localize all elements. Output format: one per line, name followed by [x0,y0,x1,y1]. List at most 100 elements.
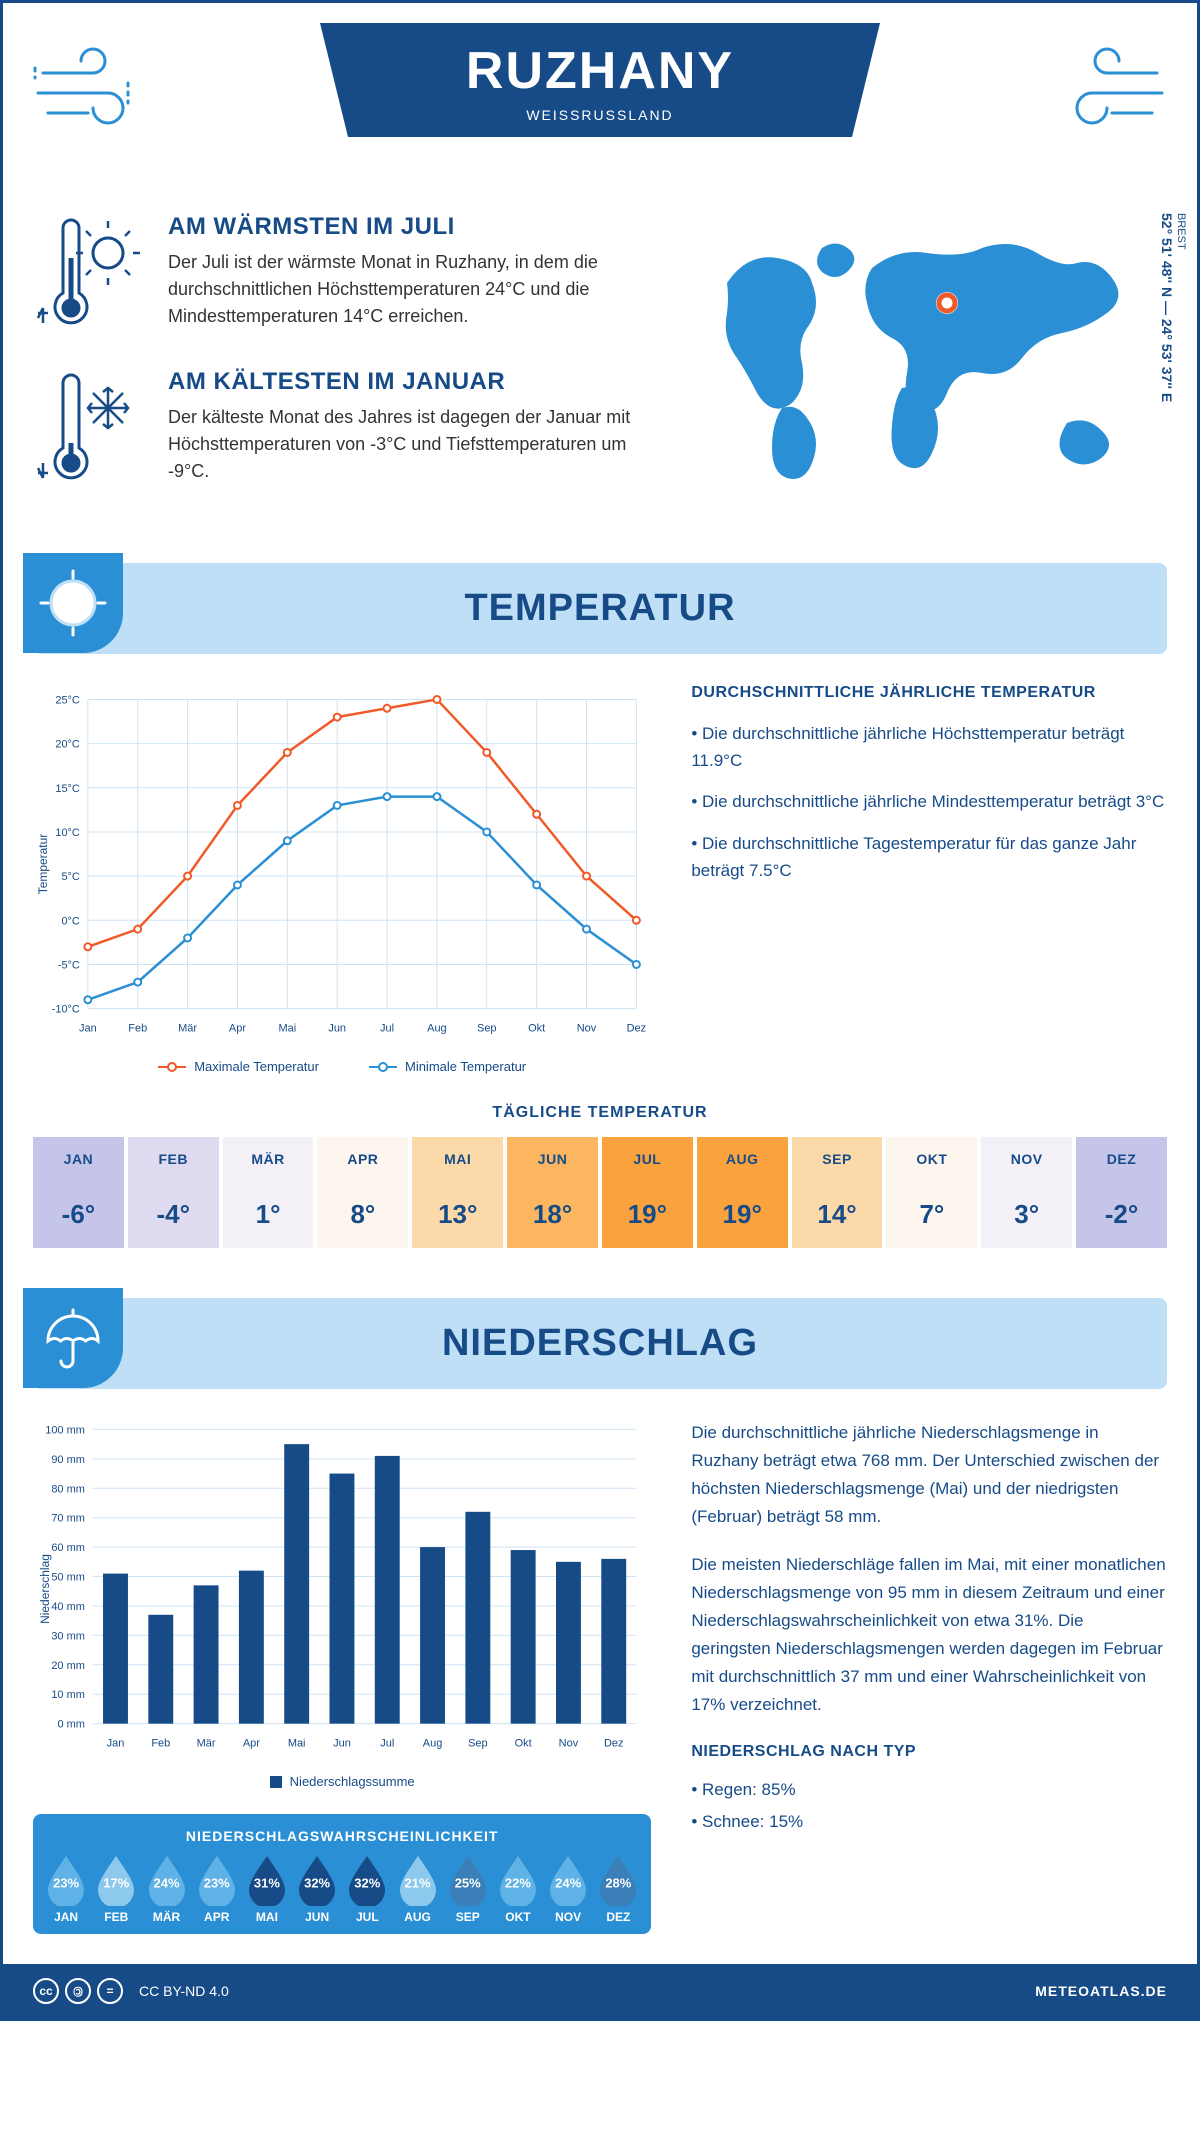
svg-text:Mai: Mai [288,1738,306,1750]
svg-text:Okt: Okt [515,1738,532,1750]
probability-cell: 21% AUG [394,1854,440,1924]
daily-temp-cell: MÄR1° [223,1137,314,1248]
daily-temp-cell: APR8° [317,1137,408,1248]
svg-text:25°C: 25°C [55,694,80,706]
daily-temp-cell: JUL19° [602,1137,693,1248]
warmest-fact: AM WÄRMSTEN IM JULI Der Juli ist der wär… [33,213,647,338]
svg-text:60 mm: 60 mm [51,1542,85,1554]
svg-text:Dez: Dez [604,1738,624,1750]
site-credit: METEOATLAS.DE [1035,1983,1167,1999]
title-banner: RUZHANY WEISSRUSSLAND [320,23,880,137]
temperature-summary: DURCHSCHNITTLICHE JÄHRLICHE TEMPERATUR •… [691,684,1167,1074]
coldest-text: Der kälteste Monat des Jahres ist dagege… [168,404,647,485]
intro-row: AM WÄRMSTEN IM JULI Der Juli ist der wär… [33,213,1167,523]
umbrella-icon [23,1288,123,1388]
svg-text:5°C: 5°C [61,871,79,883]
svg-text:20 mm: 20 mm [51,1660,85,1672]
thermometer-sun-icon [33,213,143,338]
svg-text:0 mm: 0 mm [57,1719,84,1731]
probability-cell: 23% JAN [43,1854,89,1924]
svg-text:Feb: Feb [151,1738,170,1750]
precip-probability-band: NIEDERSCHLAGSWAHRSCHEINLICHKEIT 23% JAN … [33,1814,651,1934]
svg-text:Jan: Jan [107,1738,125,1750]
precip-summary: Die durchschnittliche jährliche Niedersc… [691,1419,1167,1934]
svg-text:Mär: Mär [178,1023,197,1035]
temperature-line-chart: -10°C -5°C 0°C 5°C 10°C 15°C 20°C 25°C Jan Feb Mär… [33,684,651,1074]
city-title: RUZHANY [400,41,800,101]
svg-text:Jun: Jun [333,1738,351,1750]
footer: cc 🄯 = CC BY-ND 4.0 METEOATLAS.DE [3,1964,1197,2018]
svg-text:15°C: 15°C [55,783,80,795]
daily-temp-cell: MAI13° [412,1137,503,1248]
chart-legend: .leg-swatch[style*="f05a28"]::after{bord… [33,1059,651,1074]
coldest-heading: AM KÄLTESTEN IM JANUAR [168,368,647,396]
svg-text:40 mm: 40 mm [51,1601,85,1613]
svg-text:100 mm: 100 mm [45,1424,85,1436]
svg-text:10 mm: 10 mm [51,1689,85,1701]
probability-cell: 24% NOV [545,1854,591,1924]
probability-cell: 31% MAI [244,1854,290,1924]
cc-license-icons: cc 🄯 = CC BY-ND 4.0 [33,1978,229,2004]
svg-text:Okt: Okt [528,1023,545,1035]
svg-text:-5°C: -5°C [58,959,80,971]
probability-cell: 25% SEP [445,1854,491,1924]
precip-section-header: NIEDERSCHLAG [33,1298,1167,1389]
svg-text:Sep: Sep [468,1738,488,1750]
svg-text:-10°C: -10°C [52,1004,80,1016]
svg-text:Aug: Aug [427,1023,447,1035]
svg-text:Jul: Jul [380,1023,394,1035]
probability-cell: 17% FEB [93,1854,139,1924]
daily-temp-cell: DEZ-2° [1076,1137,1167,1248]
svg-text:Mai: Mai [278,1023,296,1035]
svg-text:Sep: Sep [477,1023,497,1035]
svg-text:Niederschlag: Niederschlag [38,1554,52,1624]
svg-text:Aug: Aug [423,1738,443,1750]
svg-text:70 mm: 70 mm [51,1513,85,1525]
svg-text:20°C: 20°C [55,739,80,751]
probability-cell: 32% JUN [294,1854,340,1924]
probability-cell: 24% MÄR [143,1854,189,1924]
daily-temp-cell: AUG19° [697,1137,788,1248]
wind-icon [1037,33,1167,148]
svg-text:0°C: 0°C [61,915,79,927]
world-map: BREST 52° 51' 48'' N — 24° 53' 37'' E [687,213,1167,523]
svg-text:50 mm: 50 mm [51,1572,85,1584]
svg-text:Nov: Nov [577,1023,597,1035]
sun-icon [23,553,123,653]
warmest-heading: AM WÄRMSTEN IM JULI [168,213,647,241]
svg-text:Mär: Mär [197,1738,216,1750]
svg-text:30 mm: 30 mm [51,1630,85,1642]
daily-temp-table: JAN-6°FEB-4°MÄR1°APR8°MAI13°JUN18°JUL19°… [33,1137,1167,1248]
svg-text:Feb: Feb [128,1023,147,1035]
svg-text:Jun: Jun [328,1023,346,1035]
svg-text:Jul: Jul [380,1738,394,1750]
svg-text:Temperatur: Temperatur [36,834,50,894]
svg-text:Apr: Apr [229,1023,246,1035]
coordinates: BREST 52° 51' 48'' N — 24° 53' 37'' E [1159,213,1187,402]
svg-text:Nov: Nov [559,1738,579,1750]
probability-cell: 28% DEZ [595,1854,641,1924]
precip-bar-chart: 0 mm10 mm20 mm30 mm40 mm50 mm60 mm70 mm8… [33,1419,651,1789]
svg-text:Dez: Dez [627,1023,647,1035]
daily-temp-cell: SEP14° [792,1137,883,1248]
probability-cell: 22% OKT [495,1854,541,1924]
svg-text:Jan: Jan [79,1023,97,1035]
daily-temp-cell: JUN18° [507,1137,598,1248]
daily-temp-cell: OKT7° [886,1137,977,1248]
daily-temp-cell: JAN-6° [33,1137,124,1248]
svg-text:90 mm: 90 mm [51,1454,85,1466]
thermometer-snow-icon [33,368,143,493]
svg-text:10°C: 10°C [55,827,80,839]
svg-text:Apr: Apr [243,1738,260,1750]
temperature-section-header: TEMPERATUR [33,563,1167,654]
coldest-fact: AM KÄLTESTEN IM JANUAR Der kälteste Mona… [33,368,647,493]
wind-icon [33,33,163,148]
warmest-text: Der Juli ist der wärmste Monat in Ruzhan… [168,249,647,330]
probability-cell: 23% APR [194,1854,240,1924]
header: RUZHANY WEISSRUSSLAND [33,23,1167,203]
country-subtitle: WEISSRUSSLAND [400,107,800,123]
daily-temp-title: TÄGLICHE TEMPERATUR [33,1104,1167,1122]
chart-legend: Niederschlagssumme [33,1774,651,1789]
daily-temp-cell: FEB-4° [128,1137,219,1248]
probability-cell: 32% JUL [344,1854,390,1924]
